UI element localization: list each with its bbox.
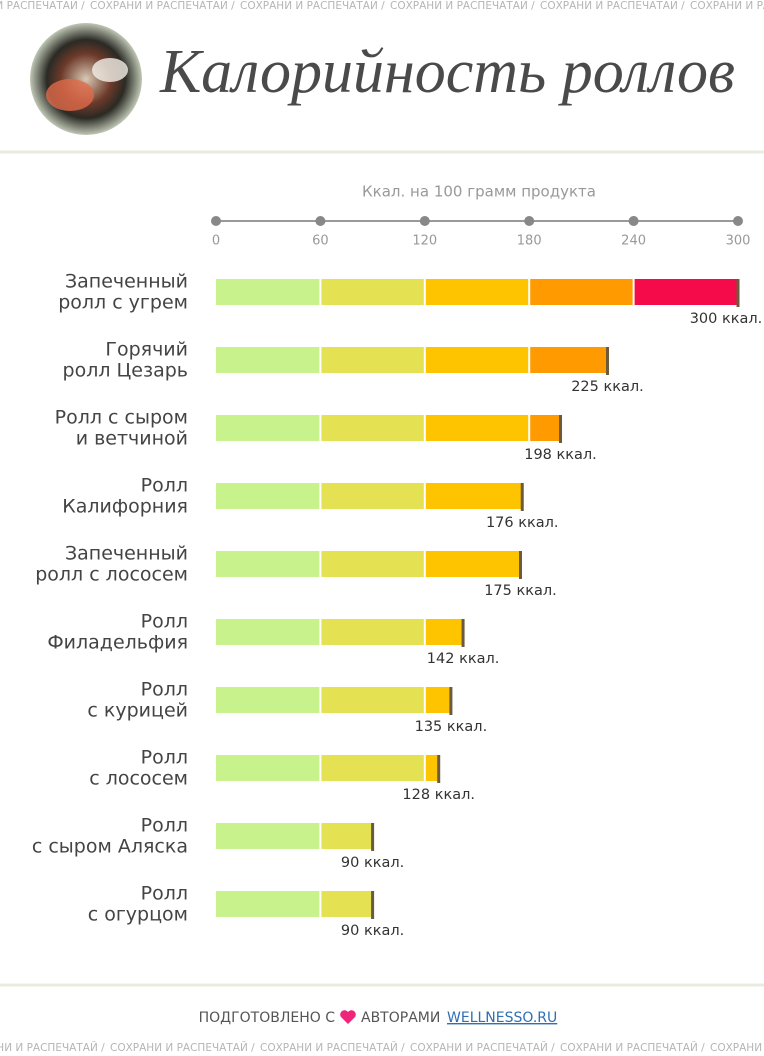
category-label: Горячий [105, 339, 188, 361]
tick-dot [628, 216, 639, 226]
bar [216, 551, 521, 577]
value-label: 225 ккал. [571, 379, 644, 395]
value-label: 90 ккал. [341, 923, 404, 939]
value-label: 198 ккал. [524, 447, 597, 463]
bar [216, 687, 451, 713]
category-label: с сыром Аляска [32, 836, 188, 858]
value-label: 175 ккал. [484, 583, 557, 599]
watermark-text: СОХРАНИ И РАСПЕЧАТАЙ / [240, 0, 385, 12]
footer-text: ПОДГОТОВЛЕНО С [199, 1010, 336, 1026]
watermark-text: СОХРАНИ И РАСПЕЧАТАЙ / [90, 0, 235, 12]
watermark-text: СОХРАНИ И РАСПЕЧАТАЙ / [410, 1041, 555, 1054]
x-tick-label: 240 [621, 234, 646, 249]
category-label: Филадельфия [47, 632, 188, 654]
x-tick-label: 300 [726, 234, 751, 249]
tick-dot [524, 216, 535, 226]
category-label: ролл с угрем [58, 292, 188, 314]
category-label: Запеченный [65, 271, 188, 293]
header-photo-detail [92, 58, 128, 82]
bar [216, 619, 464, 645]
category-label: ролл Цезарь [63, 360, 188, 382]
tick-dot [211, 216, 221, 226]
category-label: с лососем [89, 768, 188, 790]
watermark-text: СОХРАНИ И РАСПЕЧАТАЙ / [560, 1041, 705, 1054]
watermark-text: СОХРАНИ И РАСПЕЧАТАЙ / [690, 0, 764, 12]
bar [216, 755, 439, 781]
category-label: и ветчиной [76, 428, 188, 450]
category-label: Ролл [141, 883, 188, 905]
value-label: 128 ккал. [402, 787, 475, 803]
category-label: с курицей [87, 700, 188, 722]
category-label: Ролл [141, 679, 188, 701]
category-label: Запеченный [65, 543, 188, 565]
category-label: Ролл [141, 747, 188, 769]
watermark: СОХРАНИ И РАСПЕЧАТАЙ / СОХРАНИ И РАСПЕЧАТ… [0, 0, 764, 12]
value-label: 135 ккал. [415, 719, 488, 735]
x-tick-label: 120 [412, 234, 437, 249]
bar [216, 483, 523, 509]
watermark-text: СОХРАНИ И РАСПЕЧАТАЙ / [390, 0, 535, 12]
category-label: с огурцом [88, 904, 188, 926]
watermark-text: СОХРАНИ И РАСПЕЧАТАЙ / [540, 0, 685, 12]
bar [216, 891, 373, 917]
watermark-text: СОХРАНИ И РАСПЕЧАТАЙ / [0, 1041, 105, 1054]
value-label: 300 ккал. [690, 311, 763, 327]
value-label: 176 ккал. [486, 515, 559, 531]
category-label: Калифорния [62, 496, 188, 518]
tick-dot [733, 216, 743, 226]
bar [216, 415, 561, 441]
bar [216, 279, 738, 305]
heart-icon [340, 1010, 356, 1024]
category-label: Ролл [141, 815, 188, 837]
bar [216, 823, 373, 849]
watermark: СОХРАНИ И РАСПЕЧАТАЙ / СОХРАНИ И РАСПЕЧАТ… [0, 1041, 764, 1054]
watermark-text: СОХРАНИ И РАСПЕЧАТАЙ / [0, 0, 85, 12]
x-tick-label: 180 [517, 234, 542, 249]
footer-text: АВТОРАМИ [361, 1010, 440, 1026]
x-tick-label: 0 [212, 234, 220, 249]
header-photo-detail [46, 79, 94, 111]
header-photo [30, 23, 142, 135]
category-label: Ролл [141, 611, 188, 633]
category-label: ролл с лососем [35, 564, 188, 586]
x-tick-label: 60 [312, 234, 329, 249]
tick-dot [315, 216, 326, 226]
footer-link[interactable]: WELLNESSO.RU [447, 1010, 557, 1026]
axis-title: Ккал. на 100 грамм продукта [362, 183, 596, 201]
category-label: Ролл с сыром [55, 407, 188, 429]
category-label: Ролл [141, 475, 188, 497]
value-label: 90 ккал. [341, 855, 404, 871]
bar [216, 347, 608, 373]
watermark-text: СОХРАНИ И РАСПЕЧАТАЙ / [710, 1041, 764, 1054]
watermark-text: СОХРАНИ И РАСПЕЧАТАЙ / [110, 1041, 255, 1054]
tick-dot [419, 216, 430, 226]
value-label: 142 ккал. [427, 651, 500, 667]
watermark-text: СОХРАНИ И РАСПЕЧАТАЙ / [260, 1041, 405, 1054]
title: Калорийность роллов [159, 38, 735, 106]
